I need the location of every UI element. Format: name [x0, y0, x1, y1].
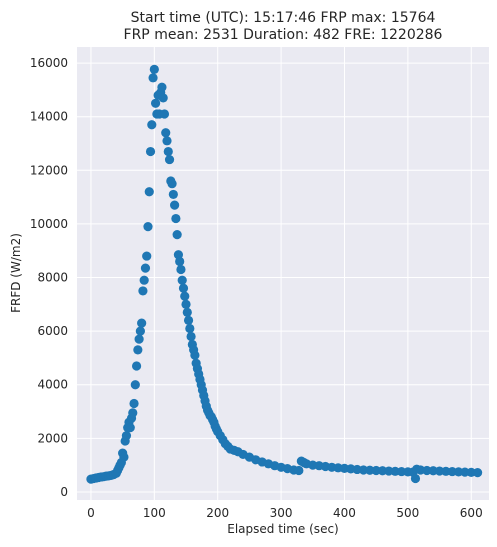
- plot-background: [77, 47, 489, 500]
- data-point: [129, 398, 139, 409]
- data-point: [176, 264, 186, 275]
- data-point: [178, 283, 189, 293]
- data-point: [128, 408, 138, 418]
- data-point: [159, 109, 170, 119]
- chart-title-line-1: Start time (UTC): 15:17:46 FRP max: 1576…: [131, 10, 436, 26]
- data-point: [147, 120, 157, 130]
- y-tick-label: 0: [60, 485, 68, 499]
- data-point: [183, 315, 194, 326]
- x-tick-label: 500: [396, 506, 419, 520]
- data-point: [137, 318, 147, 328]
- plot-area: [77, 47, 489, 500]
- data-point: [410, 473, 421, 484]
- data-point: [140, 263, 151, 273]
- data-point: [167, 179, 177, 189]
- data-point: [162, 136, 172, 146]
- data-point: [175, 256, 185, 267]
- y-tick-label: 14000: [30, 110, 68, 124]
- data-point: [182, 307, 192, 317]
- data-point: [172, 230, 182, 240]
- data-point: [186, 331, 196, 342]
- data-point: [181, 299, 191, 309]
- y-tick-label: 2000: [37, 431, 68, 445]
- data-point: [158, 93, 168, 103]
- y-tick-labels: 0 2000 4000 6000 8000 10000 12000 14000 16000: [30, 56, 68, 499]
- y-tick-label: 10000: [30, 217, 68, 231]
- data-point: [139, 275, 149, 285]
- data-point: [150, 98, 161, 108]
- x-tick-label: 200: [206, 506, 229, 520]
- x-tick-labels: 0 100 200 300 400 500 600: [87, 506, 483, 520]
- data-point: [131, 361, 142, 371]
- data-point: [161, 128, 171, 138]
- y-tick-label: 12000: [30, 163, 68, 177]
- data-point: [119, 452, 129, 462]
- data-point: [157, 82, 167, 92]
- chart-title-line-2: FRP mean: 2531 Duration: 482 FRE: 122028…: [124, 27, 443, 43]
- data-point: [125, 423, 135, 433]
- y-tick-label: 4000: [37, 378, 68, 392]
- data-point: [138, 286, 148, 296]
- x-tick-label: 100: [143, 506, 166, 520]
- data-point: [171, 213, 181, 224]
- data-point: [472, 468, 483, 478]
- data-point: [130, 380, 140, 390]
- data-point: [148, 73, 158, 83]
- data-point: [135, 326, 145, 336]
- y-tick-label: 16000: [30, 56, 68, 70]
- y-tick-label: 8000: [37, 271, 68, 285]
- data-point: [170, 200, 180, 210]
- data-point: [163, 146, 173, 157]
- data-points: [86, 64, 483, 484]
- x-tick-label: 600: [460, 506, 483, 520]
- data-point: [177, 275, 187, 285]
- data-point: [168, 189, 178, 200]
- y-tick-label: 6000: [37, 324, 68, 338]
- x-tick-label: 300: [270, 506, 293, 520]
- data-point: [185, 323, 195, 334]
- data-point: [134, 334, 144, 344]
- data-point: [133, 345, 143, 355]
- data-point: [180, 291, 190, 301]
- data-point: [121, 431, 132, 441]
- x-tick-label: 0: [87, 506, 95, 520]
- data-point: [145, 146, 156, 157]
- data-point: [164, 154, 175, 165]
- data-point: [142, 251, 152, 261]
- data-point: [144, 187, 154, 197]
- x-tick-label: 400: [333, 506, 356, 520]
- data-point: [149, 64, 159, 75]
- data-point: [143, 221, 153, 232]
- data-point: [190, 350, 200, 360]
- data-point: [294, 465, 304, 476]
- x-axis-label: Elapsed time (sec): [227, 522, 338, 536]
- y-axis-label: FRFD (W/m2): [9, 233, 23, 313]
